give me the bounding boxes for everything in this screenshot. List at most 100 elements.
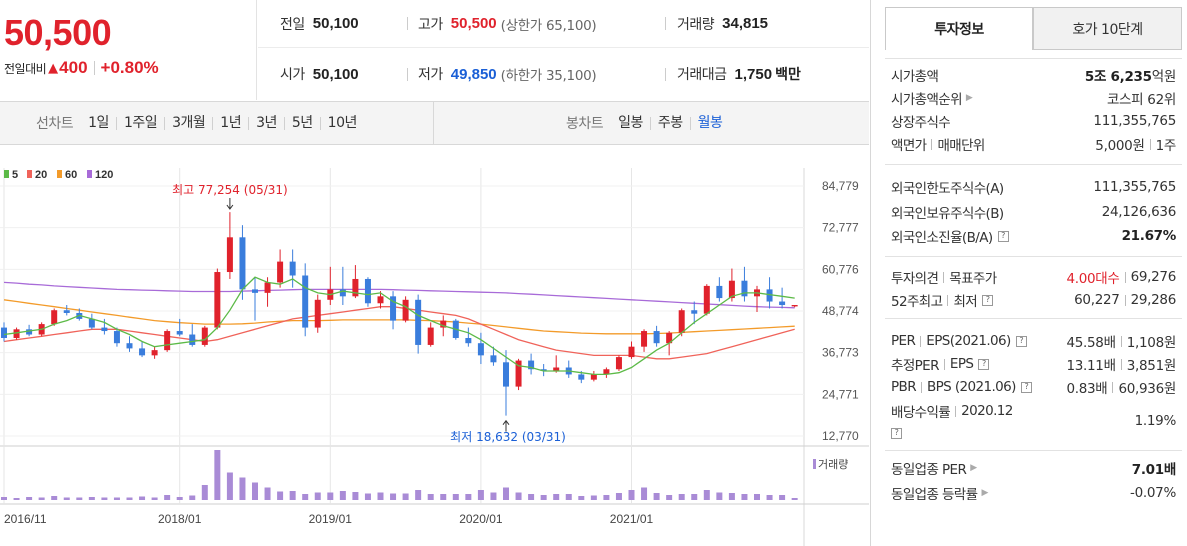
shares-value: 111,355,765	[1093, 113, 1176, 129]
volume-bar	[415, 490, 422, 500]
candle-down	[126, 343, 133, 349]
y-tick-label: 48,774	[822, 304, 859, 318]
per-value-wrap: 45.58배 1,108원	[1066, 331, 1176, 351]
week52-low-value: 29,286	[1130, 292, 1177, 308]
sector-per-wrap: 7.01배	[1132, 458, 1177, 478]
sector-per-label-wrap[interactable]: 동일업종 PER ▶	[891, 458, 977, 478]
period-1y[interactable]: 1년	[212, 116, 248, 130]
volume-bar	[1, 497, 7, 500]
foreign-limit-row: 외국인한도주식수(A) 111,355,765	[891, 177, 1176, 197]
est-eps-label: EPS	[949, 356, 974, 372]
tab-investment-info[interactable]: 투자정보	[885, 7, 1033, 50]
tab-quote-10[interactable]: 호가 10단계	[1033, 7, 1182, 50]
volume-bar	[26, 497, 33, 500]
est-eps-value: 3,851원	[1126, 358, 1177, 374]
period-1w[interactable]: 1주일	[115, 116, 164, 130]
change-value: 400	[59, 58, 88, 77]
volume-legend-swatch	[813, 459, 816, 469]
pipe-divider	[943, 271, 945, 283]
pbr-label: PBR	[891, 379, 917, 395]
candle-monthly[interactable]: 월봉	[689, 116, 730, 130]
ma20-line	[3, 306, 795, 360]
candle-down	[528, 360, 535, 370]
foreign-ratio-label: 외국인소진율(B/A)	[891, 230, 993, 246]
sector-section: 동일업종 PER ▶ 7.01배 동일업종 등락률 ▶ -0.07%	[885, 450, 1182, 510]
pbr-value: 0.83배	[1066, 381, 1108, 397]
volume-bar	[553, 494, 560, 500]
market-cap-row: 시가총액 5조 6,235 억원	[891, 65, 1176, 85]
volume-bar	[377, 492, 384, 500]
volume-bar	[113, 497, 120, 500]
est-per-label: 추정PER	[891, 358, 940, 374]
legend-label: 20	[35, 169, 47, 181]
period-10y[interactable]: 10년	[319, 116, 364, 130]
stat-divider	[665, 67, 666, 81]
help-icon[interactable]: ?	[891, 427, 902, 439]
volume-bar	[515, 492, 522, 500]
sector-rate-value: -0.07%	[1130, 485, 1176, 501]
market-cap-value-wrap: 5조 6,235 억원	[1085, 65, 1176, 85]
candle-down	[1, 327, 7, 338]
y-tick-label: 84,779	[822, 179, 859, 193]
volume-bar	[465, 494, 472, 500]
rank-label-wrap[interactable]: 시가총액순위 ▶	[891, 88, 973, 108]
volume-bar	[38, 497, 45, 500]
current-price: 50,500	[4, 12, 112, 53]
low-value: 49,850	[450, 65, 497, 83]
candle-up	[603, 369, 610, 375]
candle-down	[101, 327, 108, 332]
candle-down	[465, 337, 472, 344]
candle-down	[239, 237, 246, 290]
period-3m[interactable]: 3개월	[164, 116, 212, 130]
period-1d[interactable]: 1일	[88, 114, 109, 131]
change-divider	[93, 61, 95, 75]
candle-weekly[interactable]: 주봉	[649, 116, 690, 130]
foreign-limit-label: 외국인한도주식수(A)	[891, 181, 1004, 197]
candle-up	[314, 299, 321, 328]
candle-down	[540, 369, 547, 371]
pipe-divider	[955, 405, 957, 417]
volume-bar	[88, 497, 95, 500]
volume-bar	[239, 477, 246, 500]
help-icon[interactable]: ?	[978, 358, 990, 370]
bps-value: 60,936원	[1118, 381, 1176, 397]
candle-chart-group: 봉차트 일봉 주봉 월봉	[566, 102, 729, 144]
par-label-wrap: 액면가 매매단위	[891, 134, 985, 154]
candle-up	[440, 320, 447, 328]
up-arrow-icon	[502, 419, 510, 432]
volume-bar	[189, 495, 196, 500]
candle-down	[302, 275, 309, 328]
change-rate: +0.80%	[100, 58, 159, 77]
foreign-ratio-value: 21.67%	[1121, 228, 1177, 244]
help-icon[interactable]: ?	[997, 230, 1009, 242]
help-icon[interactable]: ?	[1020, 381, 1032, 393]
legend-swatch	[27, 170, 32, 178]
x-tick-label: 2020/01	[459, 512, 503, 526]
candle-daily[interactable]: 일봉	[618, 114, 643, 131]
per-label: PER	[891, 333, 916, 349]
volume-bar	[565, 494, 572, 500]
pipe-divider	[920, 381, 922, 393]
volume-bar	[691, 494, 698, 500]
help-icon[interactable]: ?	[1015, 335, 1027, 347]
period-5y[interactable]: 5년	[283, 116, 320, 130]
candle-up	[201, 327, 208, 345]
volume-bar	[503, 487, 509, 500]
high-value: 50,500	[450, 15, 497, 32]
candle-up	[226, 237, 233, 273]
help-icon[interactable]: ?	[982, 294, 994, 306]
volume-bar	[666, 495, 673, 500]
week52-label-wrap: 52주최고 최저?	[891, 290, 994, 310]
candle-up	[791, 305, 798, 307]
eps-value: 1,108원	[1126, 335, 1177, 351]
rank-value: 코스피 62위	[1106, 92, 1176, 108]
low-stat: 저가 49,850 (하한가 35,100)	[418, 64, 597, 85]
sector-rate-label-wrap[interactable]: 동일업종 등락률 ▶	[891, 483, 988, 503]
pipe-divider	[943, 358, 945, 370]
volume-bar	[728, 493, 735, 500]
open-stat: 시가 50,100	[280, 64, 359, 84]
period-3y[interactable]: 3년	[248, 116, 284, 130]
week52-high-value: 60,227	[1074, 292, 1120, 308]
pipe-divider	[1124, 271, 1126, 283]
volume-bar	[427, 494, 434, 500]
